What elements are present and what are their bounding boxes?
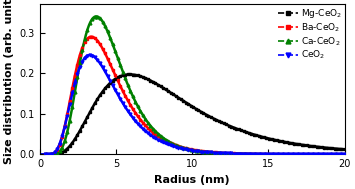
- X-axis label: Radius (nm): Radius (nm): [154, 175, 230, 185]
- Y-axis label: Size distribution (arb. unit): Size distribution (arb. unit): [4, 0, 14, 164]
- Legend: Mg-CeO$_2$, Ba-CeO$_2$, Ca-CeO$_2$, CeO$_2$: Mg-CeO$_2$, Ba-CeO$_2$, Ca-CeO$_2$, CeO$…: [277, 6, 343, 62]
